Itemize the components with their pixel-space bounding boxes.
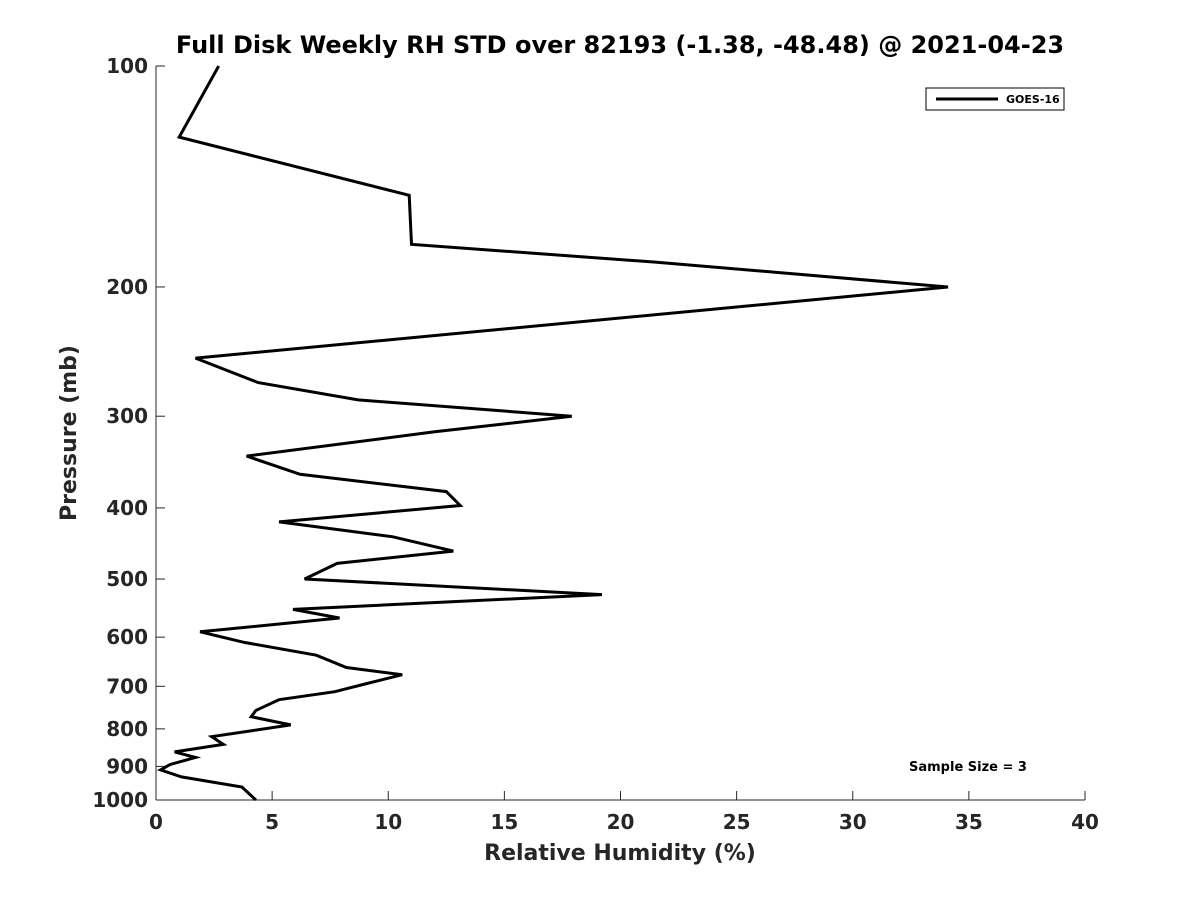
x-tick-label: 15 xyxy=(490,810,518,834)
x-tick-label: 0 xyxy=(149,810,163,834)
y-axis-label: Pressure (mb) xyxy=(57,345,82,521)
series-line-goes-16 xyxy=(156,65,949,802)
chart-title: Full Disk Weekly RH STD over 82193 (-1.3… xyxy=(176,31,1064,59)
plot-axes: 0 5 10 15 20 25 30 35 40 100 200 300 400 500 600 700 800… xyxy=(92,54,1099,834)
y-tick-label: 400 xyxy=(106,496,148,520)
y-tick-label: 100 xyxy=(106,54,148,78)
y-tick-label: 200 xyxy=(106,275,148,299)
y-tick-label: 700 xyxy=(106,674,148,698)
x-tick-label: 5 xyxy=(265,810,279,834)
y-tick-label: 500 xyxy=(106,567,148,591)
x-tick-label: 25 xyxy=(723,810,751,834)
x-tick-label: 30 xyxy=(839,810,867,834)
legend-label-goes16: GOES-16 xyxy=(1006,93,1060,106)
x-axis-label: Relative Humidity (%) xyxy=(484,841,756,866)
y-tick-label: 800 xyxy=(106,717,148,741)
x-tick-label: 35 xyxy=(955,810,983,834)
x-tick-label: 10 xyxy=(374,810,402,834)
sample-size-annotation: Sample Size = 3 xyxy=(909,760,1027,775)
series-layer xyxy=(156,65,949,802)
y-tick-label: 300 xyxy=(106,404,148,428)
x-tick-label: 40 xyxy=(1071,810,1099,834)
y-tick-label: 600 xyxy=(106,625,148,649)
x-tick-label: 20 xyxy=(607,810,635,834)
y-tick-label: 1000 xyxy=(92,788,148,812)
legend: GOES-16 xyxy=(925,87,1065,111)
y-tick-label: 900 xyxy=(106,754,148,778)
